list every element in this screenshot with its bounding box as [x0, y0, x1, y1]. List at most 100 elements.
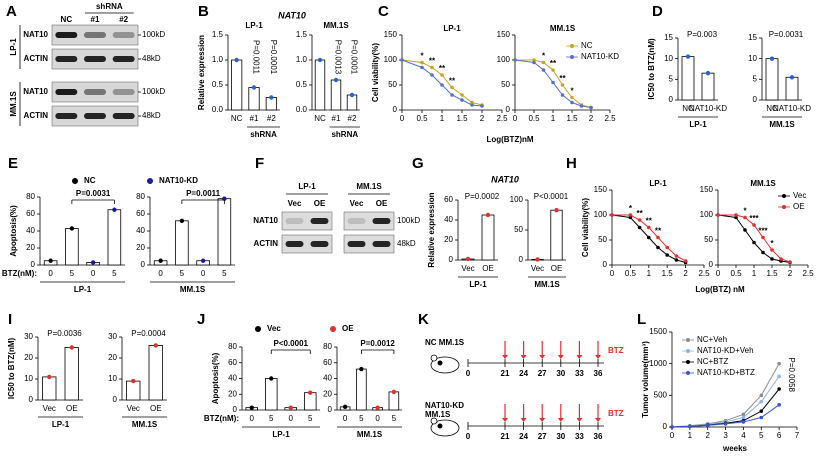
panel-label: G — [412, 155, 424, 172]
dose-arrowhead — [520, 355, 527, 359]
band — [112, 89, 135, 95]
y-tick-label: 40 — [444, 215, 453, 224]
blot-strip — [281, 234, 333, 254]
size-label: 100kD — [397, 216, 420, 225]
p-value: P<0.0001 — [274, 339, 309, 348]
legend-label: NAT10-KD+Veh — [697, 346, 754, 355]
day-label: 24 — [519, 432, 528, 441]
significance: *** — [758, 227, 768, 236]
point — [779, 257, 783, 261]
x-tick-label: 2.5 — [698, 269, 710, 278]
x-tick-label: 0 — [716, 269, 721, 278]
bar — [217, 198, 232, 266]
y-tick-label: 100 — [594, 210, 608, 219]
treatment-label: BTZ — [608, 346, 624, 355]
y-tick-label: 1.0 — [296, 55, 308, 64]
x-tick-label: 0 — [400, 114, 405, 123]
treatment-label: BTZ — [608, 409, 624, 418]
y-tick-label: 40 — [26, 226, 35, 235]
point — [570, 100, 574, 105]
bar — [107, 209, 122, 266]
point — [752, 240, 756, 245]
y-tick-label: 1.5 — [296, 30, 308, 39]
point — [777, 403, 781, 407]
bar — [303, 392, 317, 411]
blot-strip — [343, 211, 395, 231]
legend-marker — [147, 178, 153, 184]
bar — [346, 94, 358, 111]
point — [777, 361, 781, 366]
bar-dot — [705, 70, 711, 76]
significance: * — [770, 239, 774, 248]
y-tick-label: 100 — [497, 55, 511, 64]
x-tick-label: Vec — [461, 264, 474, 273]
point — [777, 387, 781, 391]
x-tick-label: 5 — [112, 269, 117, 278]
y-tick-label: 0 — [753, 95, 758, 104]
y-tick-label: 0 — [603, 260, 608, 269]
y-tick-label: 10 — [748, 54, 757, 63]
point — [430, 73, 434, 77]
point — [647, 235, 651, 240]
point — [628, 215, 633, 220]
band — [112, 32, 135, 38]
bar — [701, 72, 715, 101]
bar-dot — [251, 85, 257, 90]
day-label: 24 — [519, 369, 528, 378]
group-label: MM.1S — [132, 420, 158, 429]
significance: * — [743, 207, 747, 216]
y-tick-label: 40 — [136, 226, 145, 235]
protein-label: ACTIN — [24, 54, 49, 63]
legend-label: NAT10-KD+BTZ — [697, 368, 755, 377]
y-tick-label: 0 — [328, 405, 333, 414]
legend-label: NAT10-KD — [159, 176, 198, 185]
legend-marker — [782, 194, 786, 198]
bar — [42, 376, 57, 401]
group-label: NC MM.1S — [425, 338, 465, 347]
y-tick-label: 20 — [228, 389, 237, 398]
significance: ** — [559, 74, 566, 83]
legend-label: NC — [581, 41, 593, 50]
x-tick-label: 0 — [610, 269, 615, 278]
bar — [314, 59, 326, 111]
blot-strip — [343, 234, 395, 254]
band — [310, 218, 329, 224]
point — [656, 245, 660, 250]
bar — [765, 58, 779, 101]
dose-arrowhead — [595, 418, 601, 422]
point — [741, 412, 746, 417]
x-tick-label: NC — [682, 104, 694, 113]
y-tick-label: 60 — [228, 358, 237, 367]
band — [84, 89, 106, 95]
p-value: P=0.0001 — [269, 40, 278, 75]
y-axis-label: Apoptosis(%) — [211, 352, 220, 404]
x-tick-label: 5 — [359, 414, 364, 423]
bar-dot — [359, 366, 364, 372]
point — [770, 248, 774, 252]
x-tick-label: 0.5 — [528, 114, 540, 123]
legend-marker — [686, 371, 690, 375]
y-tick-label: 60 — [444, 195, 453, 204]
size-label: 48kD — [397, 239, 416, 248]
bar-dot — [200, 258, 206, 263]
bar-dot — [375, 405, 380, 410]
size-label: 48kD — [142, 54, 161, 63]
y-tick-label: 150 — [700, 185, 714, 194]
x-tick-label: 5 — [222, 269, 227, 278]
point — [647, 225, 651, 230]
panel-label: D — [652, 3, 663, 20]
panel-label: K — [418, 311, 429, 328]
y-tick-label: 0.0 — [296, 105, 308, 114]
day-label: 33 — [575, 432, 584, 441]
p-value: P=0.0012 — [360, 339, 395, 348]
x-axis-label: Log(BTZ) nM — [695, 285, 745, 294]
y-tick-label: 10 — [24, 374, 33, 383]
bar-dot — [308, 390, 313, 395]
y-axis-label: IC50 to BTZ(nM) — [7, 338, 16, 400]
y-tick-label: 0.0 — [212, 105, 224, 114]
point — [761, 235, 765, 240]
bar-dot — [288, 405, 293, 410]
point — [656, 235, 660, 240]
bar-dot — [47, 374, 52, 380]
